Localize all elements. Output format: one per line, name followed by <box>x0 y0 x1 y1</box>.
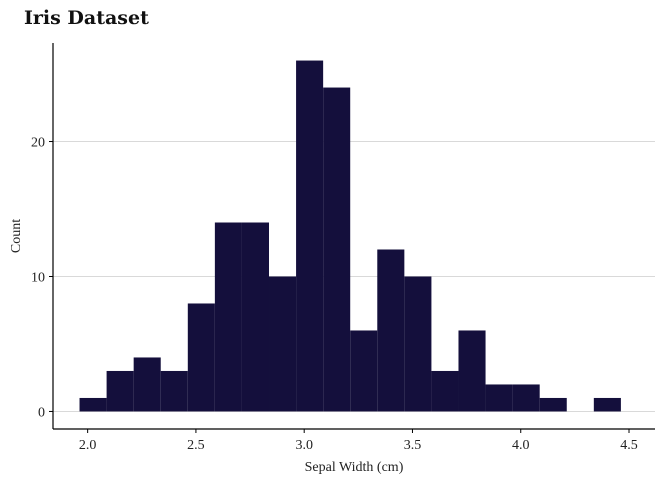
histogram-bar <box>241 222 270 412</box>
y-tick-label: 0 <box>38 405 45 420</box>
histogram-bar <box>350 330 378 412</box>
histogram-bar <box>133 357 161 412</box>
histogram-bar <box>106 370 134 412</box>
histogram-bar <box>539 397 567 412</box>
histogram-bar <box>593 397 621 412</box>
x-tick-label: 3.5 <box>404 438 422 453</box>
histogram-bar <box>512 384 540 412</box>
x-tick-label: 2.5 <box>187 438 205 453</box>
x-tick-label: 2.0 <box>79 438 97 453</box>
histogram-bar <box>160 370 188 412</box>
x-tick-label: 4.5 <box>620 438 638 453</box>
histogram-bars <box>79 60 621 412</box>
x-tick-label: 4.0 <box>512 438 530 453</box>
histogram-bar <box>269 276 297 412</box>
chart-title: Iris Dataset <box>24 7 149 29</box>
y-tick-label: 10 <box>31 270 45 285</box>
histogram-bar <box>79 397 107 412</box>
axes <box>49 43 655 433</box>
histogram-bar <box>485 384 513 412</box>
x-tick-label: 3.0 <box>295 438 313 453</box>
histogram-bar <box>323 87 351 412</box>
histogram-bar <box>431 370 459 412</box>
histogram-bar <box>458 330 486 412</box>
histogram-bar <box>187 303 215 412</box>
tick-labels: 2.0 2.5 3.0 3.5 4.0 4.5 0 10 20 <box>31 136 638 453</box>
x-axis-title: Sepal Width (cm) <box>305 460 404 475</box>
y-axis-title: Count <box>9 219 24 253</box>
y-tick-label: 20 <box>31 136 45 151</box>
histogram-bar <box>296 60 324 412</box>
histogram-bar <box>214 222 242 412</box>
histogram-bar <box>404 276 432 412</box>
histogram-bar <box>377 249 405 412</box>
